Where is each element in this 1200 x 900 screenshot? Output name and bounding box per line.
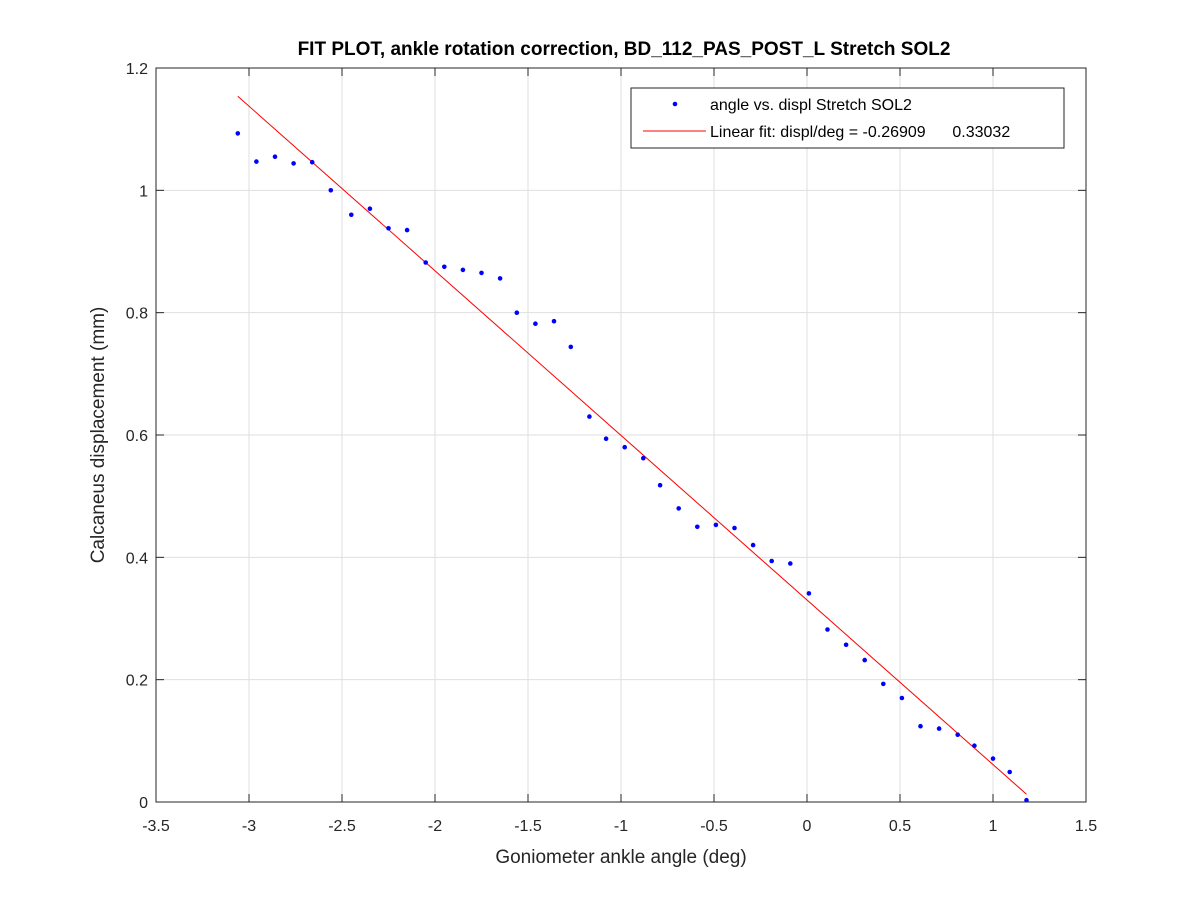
data-point: [843, 642, 849, 648]
data-point: [309, 159, 315, 165]
data-point: [442, 264, 447, 270]
data-point: [1024, 797, 1029, 803]
data-point: [514, 310, 520, 316]
data-point: [367, 206, 373, 211]
x-tick-label: -1.5: [514, 818, 542, 835]
y-axis-label: Calcaneus displacement (mm): [88, 307, 109, 564]
fit-line: [237, 95, 1027, 795]
x-tick-label: 1.5: [1075, 818, 1097, 835]
data-point: [713, 522, 719, 528]
data-point: [769, 558, 774, 564]
data-point: [533, 321, 538, 327]
data-point: [955, 732, 960, 737]
x-axis-label: Goniometer ankle angle (deg): [495, 847, 746, 868]
legend-entry-line: Linear fit: displ/deg = -0.26909 0.33032: [710, 124, 1010, 141]
data-point: [328, 188, 334, 193]
data-point: [1007, 769, 1012, 775]
data-point: [404, 227, 410, 233]
data-point: [806, 591, 812, 596]
x-tick-label: -0.5: [700, 818, 728, 835]
data-point: [235, 131, 241, 136]
legend-entry-points: angle vs. displ Stretch SOL2: [710, 97, 912, 114]
data-layer: [235, 95, 1029, 803]
data-point: [386, 226, 391, 231]
data-point: [622, 444, 627, 450]
data-point: [676, 506, 681, 511]
x-tick-label: 1: [989, 818, 998, 835]
data-point: [972, 743, 977, 748]
data-point: [750, 542, 756, 548]
data-point: [936, 726, 942, 731]
data-point: [568, 344, 574, 350]
data-point: [641, 455, 646, 461]
x-tick-label: -2.5: [328, 818, 356, 835]
legend-box: [630, 87, 1065, 149]
y-tick-label: 0.4: [126, 550, 148, 567]
data-point: [918, 723, 923, 729]
data-point: [788, 561, 793, 566]
chart-title: FIT PLOT, ankle rotation correction, BD_…: [298, 39, 951, 60]
x-tick-label: -3: [242, 818, 256, 835]
data-point: [825, 627, 830, 632]
data-point: [272, 154, 278, 159]
x-tick-label: -1: [614, 818, 628, 835]
legend: angle vs. displ Stretch SOL2 Linear fit:…: [630, 87, 1065, 149]
plot-area: -3.5 -3 -2.5 -2 -1.5 -1 -0.5 0 0.5 1 1.5 0 0.2 0.4 0.6…: [126, 61, 1097, 835]
data-point: [497, 276, 503, 281]
data-point: [551, 318, 557, 324]
data-point: [587, 414, 592, 419]
data-point: [291, 161, 296, 166]
x-tick-label: -3.5: [142, 818, 170, 835]
data-point: [695, 524, 700, 530]
y-tick-label: 0: [139, 795, 148, 812]
data-point: [862, 657, 867, 663]
data-point: [657, 482, 663, 488]
data-point: [460, 267, 466, 273]
x-tick-label: 0.5: [889, 818, 911, 835]
data-point: [899, 695, 905, 701]
y-tick-label: 1.2: [126, 61, 148, 78]
data-point: [479, 270, 484, 276]
y-tick-label: 1: [139, 183, 148, 200]
data-point: [881, 681, 886, 687]
data-point: [990, 756, 996, 761]
x-tick-label: 0: [803, 818, 812, 835]
data-point: [254, 159, 259, 164]
data-point: [603, 436, 609, 442]
ticks: -3.5 -3 -2.5 -2 -1.5 -1 -0.5 0 0.5 1 1.5 0 0.2 0.4 0.6…: [126, 61, 1097, 835]
data-point: [732, 525, 737, 531]
y-tick-label: 0.6: [126, 428, 148, 445]
x-tick-label: -2: [428, 818, 442, 835]
data-point: [423, 260, 429, 265]
data-point: [349, 212, 354, 218]
y-tick-label: 0.2: [126, 673, 148, 690]
y-tick-label: 0.8: [126, 306, 148, 323]
legend-marker-points: [672, 101, 678, 107]
